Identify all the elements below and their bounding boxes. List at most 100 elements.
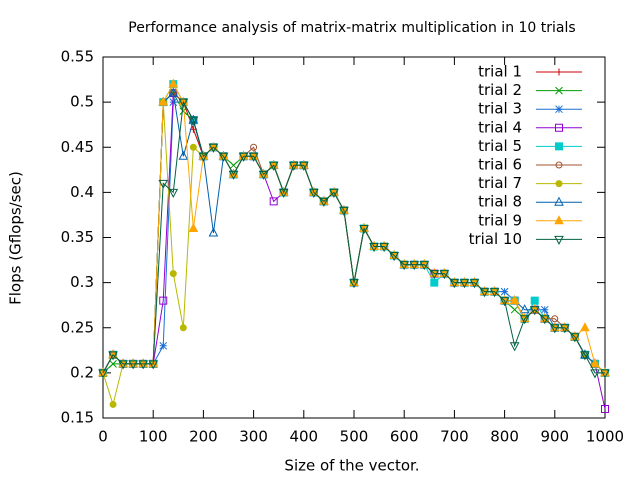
- legend-label: trial 10: [469, 230, 522, 248]
- y-tick-label: 0.25: [61, 318, 94, 336]
- legend-marker: [555, 161, 563, 169]
- x-tick-label: 300: [239, 428, 268, 446]
- data-point: [539, 315, 550, 325]
- data-point: [489, 288, 500, 298]
- data-point: [469, 279, 480, 289]
- legend-marker: [555, 68, 563, 76]
- data-point: [339, 206, 349, 216]
- data-point: [359, 224, 369, 235]
- data-point: [248, 152, 259, 162]
- data-point: [168, 87, 179, 97]
- legend-marker: [554, 196, 564, 206]
- data-point: [128, 360, 138, 370]
- data-point: [379, 243, 389, 253]
- chart-title: Performance analysis of matrix-matrix mu…: [128, 20, 575, 36]
- x-tick-label: 200: [189, 428, 218, 446]
- data-point: [590, 358, 600, 368]
- y-tick-label: 0.15: [61, 409, 94, 427]
- data-point: [530, 296, 539, 305]
- data-point: [580, 322, 590, 332]
- data-point: [189, 143, 197, 151]
- data-point: [208, 143, 219, 153]
- data-point: [238, 152, 249, 162]
- legend-label: trial 3: [478, 100, 522, 118]
- data-point: [449, 279, 460, 289]
- y-axis-label: Flops (Gflops/sec): [7, 171, 25, 305]
- legend-label: trial 6: [478, 156, 522, 174]
- legend-marker: [555, 123, 563, 132]
- x-tick-label: 500: [340, 428, 369, 446]
- data-point: [570, 333, 580, 343]
- x-tick-label: 1000: [586, 428, 624, 446]
- data-point: [158, 179, 169, 189]
- data-point: [540, 305, 549, 314]
- legend-label: trial 4: [478, 118, 522, 136]
- data-point: [389, 252, 399, 262]
- y-tick-label: 0.2: [70, 363, 94, 381]
- legend-label: trial 7: [478, 174, 522, 192]
- data-point: [188, 222, 199, 232]
- data-point: [551, 315, 559, 323]
- data-point: [188, 116, 199, 126]
- legend-marker: [554, 235, 564, 245]
- data-point: [590, 369, 600, 379]
- x-tick-label: 400: [289, 428, 318, 446]
- data-point: [158, 96, 169, 106]
- data-point: [250, 143, 258, 151]
- y-tick-label: 0.45: [61, 138, 94, 156]
- data-point: [108, 351, 118, 361]
- data-point: [429, 270, 440, 280]
- data-point: [309, 188, 319, 198]
- data-point: [509, 342, 520, 352]
- legend-label: trial 1: [478, 63, 522, 81]
- data-point: [188, 114, 199, 124]
- data-point: [148, 360, 159, 370]
- data-point: [268, 161, 279, 171]
- legend-marker: [555, 180, 563, 188]
- data-point: [228, 170, 239, 180]
- legend-marker: [554, 215, 564, 225]
- data-point: [169, 270, 177, 278]
- data-point: [419, 261, 430, 271]
- data-point: [329, 188, 339, 198]
- data-point: [109, 400, 117, 408]
- series-line: [102, 100, 605, 374]
- data-point: [459, 279, 470, 289]
- data-point: [218, 152, 229, 162]
- data-point: [349, 279, 359, 289]
- data-point: [369, 243, 379, 253]
- data-point: [278, 188, 289, 198]
- legend-label: trial 8: [478, 193, 522, 211]
- data-point: [509, 295, 520, 305]
- data-point: [600, 369, 610, 379]
- data-point: [179, 107, 188, 116]
- data-point: [580, 349, 590, 359]
- data-point: [179, 324, 187, 332]
- data-point: [580, 351, 590, 361]
- legend-marker: [555, 86, 563, 95]
- data-point: [178, 150, 189, 160]
- x-tick-label: 800: [490, 428, 519, 446]
- data-point: [118, 360, 128, 370]
- x-tick-label: 700: [440, 428, 469, 446]
- legend-label: trial 5: [478, 137, 522, 155]
- data-point: [159, 296, 168, 305]
- data-point: [430, 278, 439, 287]
- legend-label: trial 2: [478, 81, 522, 99]
- y-tick-label: 0.4: [70, 183, 94, 201]
- legend-marker: [555, 142, 563, 151]
- legend-marker: [555, 105, 563, 114]
- data-point: [499, 297, 510, 307]
- data-point: [138, 360, 148, 370]
- data-point: [198, 152, 209, 162]
- data-point: [319, 197, 329, 207]
- x-axis-label: Size of the vector.: [284, 457, 419, 475]
- y-tick-label: 0.5: [70, 93, 94, 111]
- data-point: [519, 315, 530, 325]
- data-point: [439, 270, 450, 280]
- data-point: [168, 188, 179, 198]
- data-point: [500, 287, 509, 296]
- data-point: [288, 161, 299, 171]
- data-point: [109, 359, 117, 368]
- data-point: [399, 261, 410, 271]
